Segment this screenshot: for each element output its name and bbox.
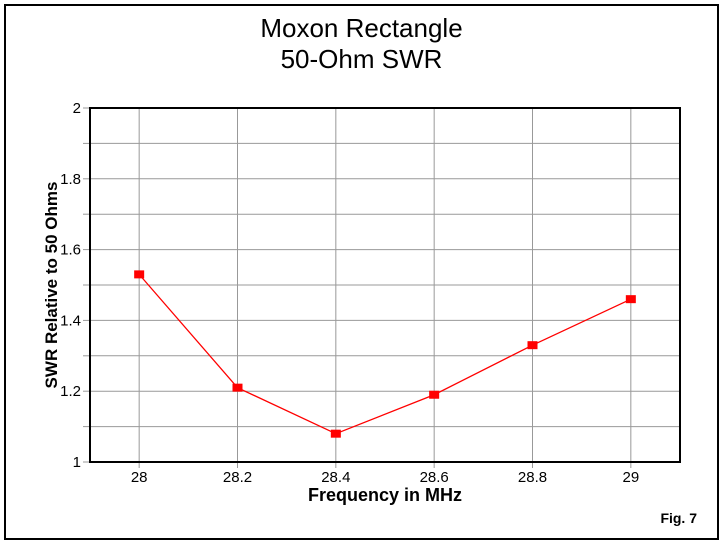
swr-data-point	[527, 341, 538, 350]
figure-number-label: Fig. 7	[660, 510, 697, 526]
y-tick-label: 1	[73, 454, 81, 471]
x-tick-label: 28.2	[223, 469, 252, 486]
x-tick-label: 28.8	[518, 469, 547, 486]
y-tick-label: 1.8	[60, 171, 81, 188]
y-tick-label: 2	[73, 100, 81, 117]
plot-frame	[89, 107, 681, 463]
y-tick-label: 1.6	[60, 242, 81, 259]
swr-data-point	[232, 383, 243, 392]
x-tick-label: 28	[131, 469, 148, 486]
chart-title: Moxon Rectangle 50-Ohm SWR	[0, 13, 723, 75]
x-axis-title: Frequency in MHz	[307, 485, 463, 505]
swr-data-point	[429, 390, 440, 399]
chart-title-line1: Moxon Rectangle	[260, 13, 463, 43]
x-tick-label: 28.4	[321, 469, 350, 486]
y-tick-label: 1.4	[60, 312, 81, 329]
swr-data-point	[134, 270, 145, 279]
chart-title-line2: 50-Ohm SWR	[280, 44, 443, 74]
swr-data-point	[330, 429, 341, 438]
x-tick-label: 28.6	[420, 469, 449, 486]
x-tick-label: 29	[622, 469, 639, 486]
swr-series-line	[138, 273, 632, 435]
y-tick-label: 1.2	[60, 383, 81, 400]
swr-data-point	[625, 295, 636, 304]
